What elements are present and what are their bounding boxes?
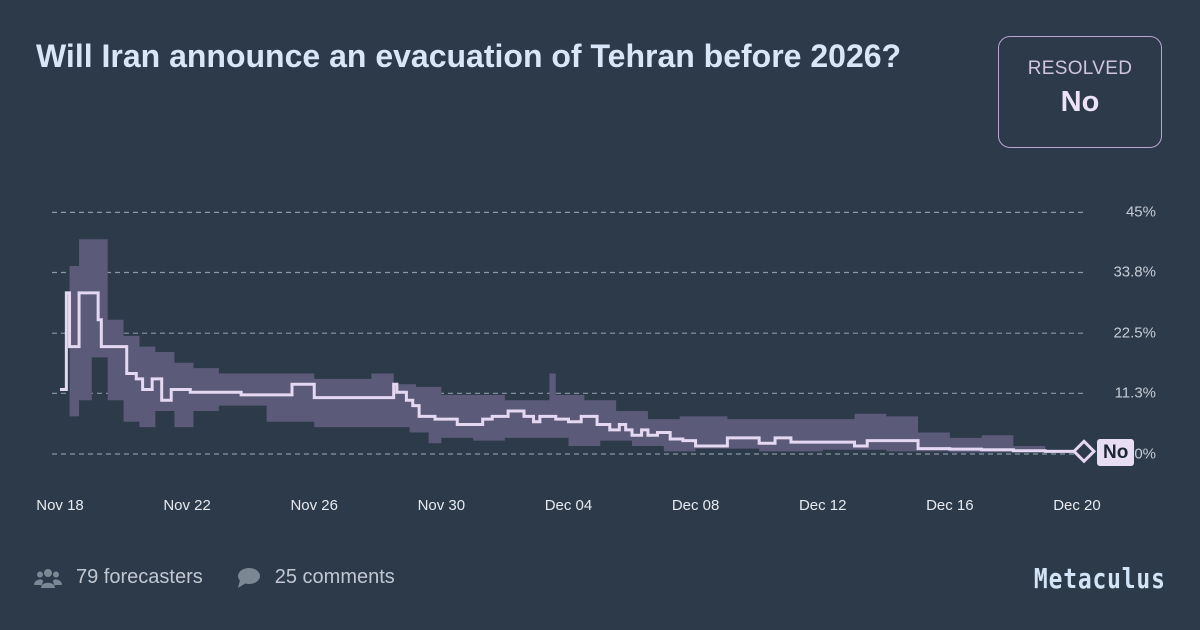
resolution-badge: RESOLVED No [998,36,1162,148]
x-tick-label: Dec 12 [798,497,847,514]
y-tick-label: 22.5% [1113,324,1156,342]
forecasters-count: 79 forecasters [34,566,203,589]
uncertainty-band [60,239,1084,453]
metaculus-logo: Metaculus [1034,562,1166,595]
x-tick-label: Nov 26 [290,497,338,514]
forecasters-label: 79 forecasters [76,566,203,588]
resolution-marker-label: No [1097,439,1135,466]
y-tick-label: 45% [1125,203,1156,221]
y-tick-label: 0% [1134,445,1156,463]
comment-icon [237,567,260,588]
x-tick-label: Nov 30 [417,497,466,514]
resolution-label: RESOLVED [1027,58,1133,79]
comments-label: 25 comments [274,566,395,588]
resolution-diamond-icon [1071,439,1097,464]
median-line [60,291,1084,453]
comments-count[interactable]: 25 comments [237,566,395,589]
x-tick-label: Dec 08 [671,497,720,514]
x-tick-label: Nov 22 [163,497,211,514]
chart-plot-area [52,211,1097,464]
x-tick-label: Dec 16 [926,497,974,514]
forecast-chart: 45% 33.8% 22.5% 11.3% 0% Nov 18 Nov 22 Nov 26 N… [0,190,1200,530]
x-tick-label: Dec 20 [1053,497,1101,514]
x-tick-label: Nov 18 [36,497,84,514]
x-tick-label: Dec 04 [544,497,593,514]
y-tick-label: 33.8% [1113,263,1156,281]
question-stats: 79 forecasters 25 comments [34,566,429,589]
question-title: Will Iran announce an evacuation of Tehr… [36,38,902,74]
y-tick-label: 11.3% [1114,384,1156,402]
resolution-value: No [1060,86,1100,118]
users-icon [34,568,62,588]
